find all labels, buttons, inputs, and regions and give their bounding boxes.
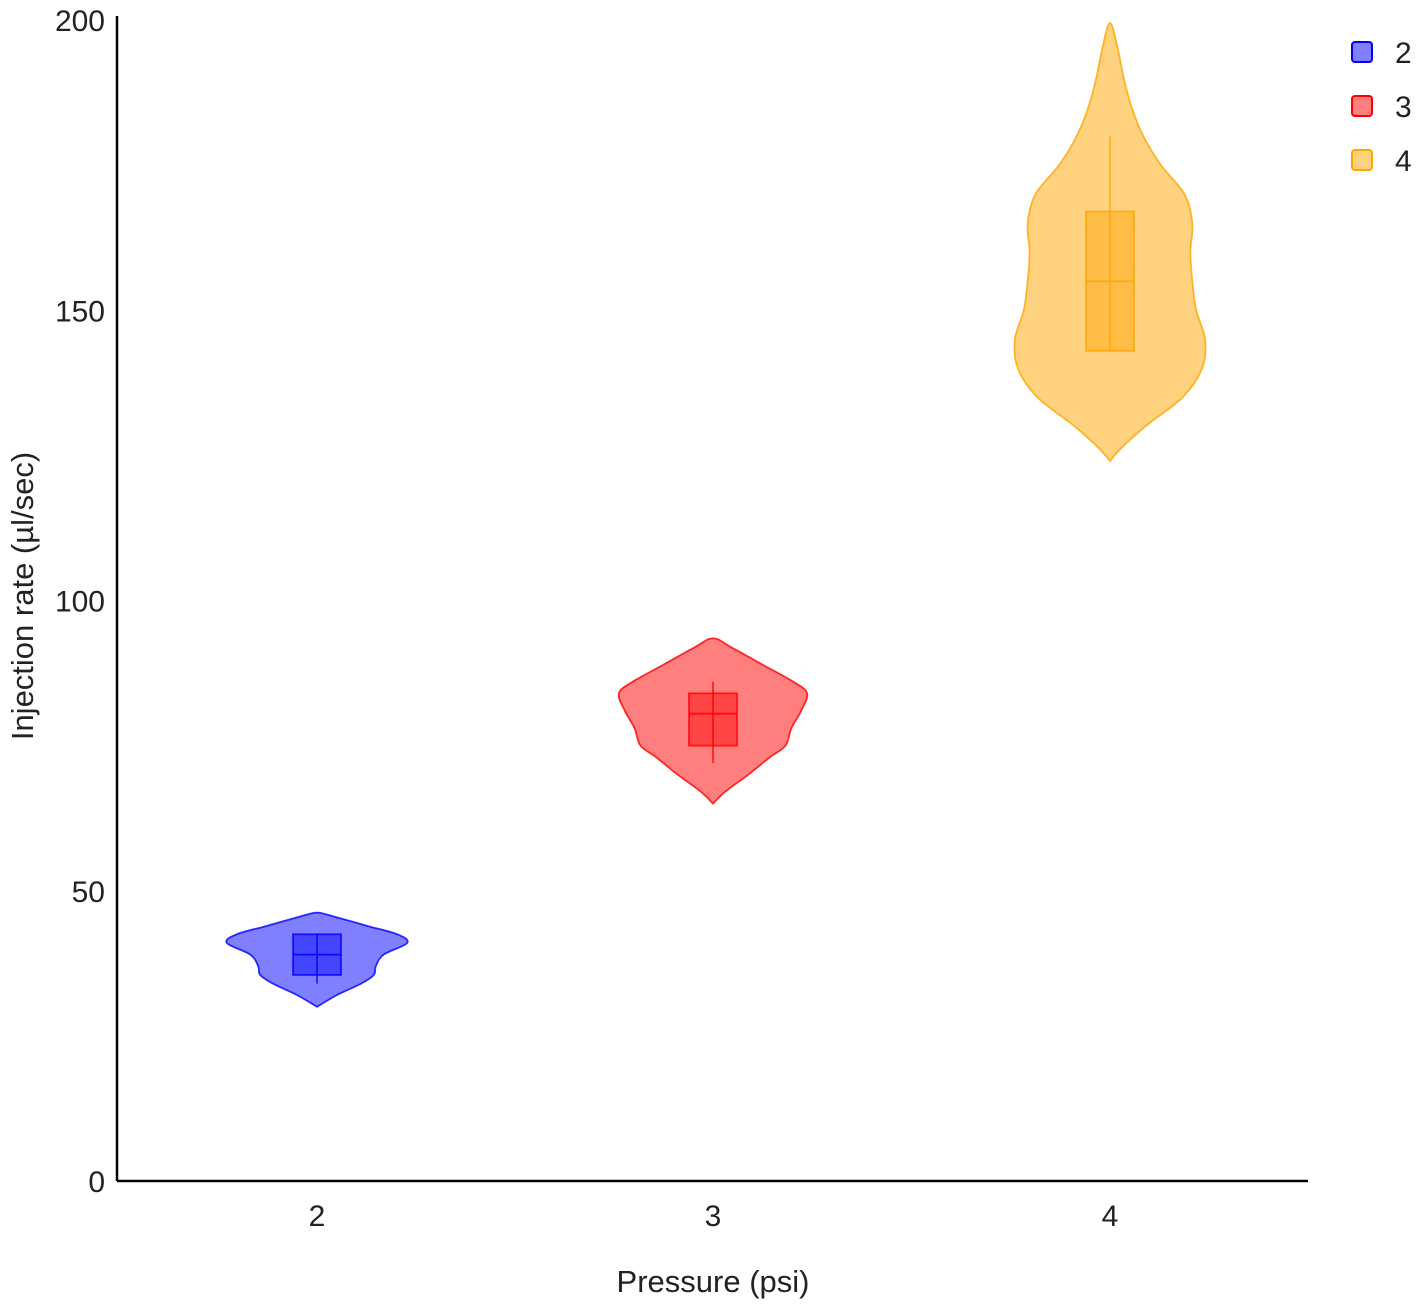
y-tick-label: 150	[55, 295, 105, 328]
y-axis-title: Injection rate (µl/sec)	[5, 452, 40, 740]
x-tick-label: 3	[705, 1200, 722, 1233]
violin-group-4	[1013, 21, 1207, 463]
y-axis-ticks: 0 50 100 150 200	[55, 5, 105, 1199]
legend-label: 2	[1395, 37, 1412, 70]
x-axis-title: Pressure (psi)	[617, 1264, 810, 1299]
legend-label: 4	[1395, 145, 1412, 178]
y-tick-label: 0	[88, 1166, 105, 1199]
y-tick-label: 100	[55, 586, 105, 619]
violin-layer	[225, 21, 1207, 1008]
violin-group-2	[225, 911, 409, 1008]
legend: 2 3 4	[1351, 37, 1412, 178]
x-axis-ticks: 2 3 4	[309, 1200, 1119, 1233]
y-tick-label: 50	[72, 876, 105, 909]
legend-swatch	[1351, 149, 1373, 171]
legend-label: 3	[1395, 91, 1412, 124]
legend-swatch	[1351, 41, 1373, 63]
x-tick-label: 2	[309, 1200, 326, 1233]
legend-swatch	[1351, 95, 1373, 117]
violin-group-3	[617, 637, 809, 805]
y-tick-label: 200	[55, 5, 105, 38]
box	[688, 692, 738, 747]
x-tick-label: 4	[1102, 1200, 1119, 1233]
